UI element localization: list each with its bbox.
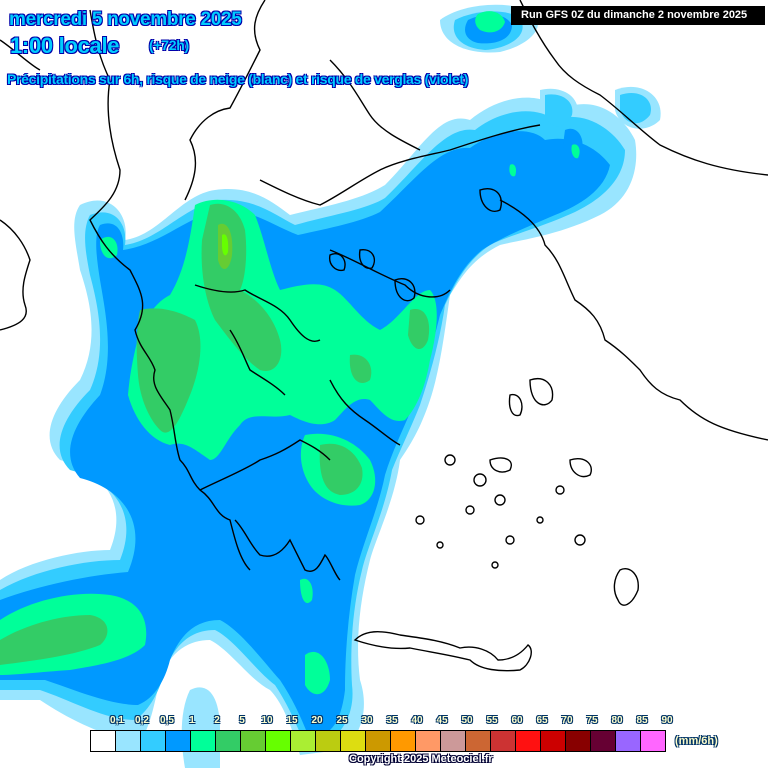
legend-label: 90 bbox=[661, 715, 673, 726]
forecast-time: 1:00 locale bbox=[10, 33, 120, 58]
forecast-lead-time: (+72h) bbox=[149, 37, 189, 53]
precip-layer-10 bbox=[222, 234, 229, 256]
legend-swatch bbox=[291, 731, 316, 751]
legend-unit: (mm/6h) bbox=[675, 735, 718, 747]
legend-label: 20 bbox=[311, 715, 323, 726]
legend-swatch bbox=[166, 731, 191, 751]
legend-label: 5 bbox=[239, 715, 245, 726]
legend-label: 60 bbox=[511, 715, 523, 726]
legend-swatch bbox=[366, 731, 391, 751]
legend-label: 1 bbox=[189, 715, 195, 726]
legend-swatch bbox=[591, 731, 616, 751]
legend-label: 0,5 bbox=[160, 715, 174, 726]
legend-swatch bbox=[566, 731, 591, 751]
legend-swatch bbox=[241, 731, 266, 751]
legend-label: 10 bbox=[261, 715, 273, 726]
legend-label: 2 bbox=[214, 715, 220, 726]
legend-swatch bbox=[616, 731, 641, 751]
legend-swatch bbox=[441, 731, 466, 751]
legend-label: 85 bbox=[636, 715, 648, 726]
legend-swatch bbox=[266, 731, 291, 751]
legend-label: 65 bbox=[536, 715, 548, 726]
legend-label: 80 bbox=[611, 715, 623, 726]
map-subtitle: Précipitations sur 6h, risque de neige (… bbox=[7, 71, 469, 87]
legend-swatch bbox=[516, 731, 541, 751]
legend-label: 0,1 bbox=[110, 715, 124, 726]
legend-label: 50 bbox=[461, 715, 473, 726]
legend-label: 25 bbox=[336, 715, 348, 726]
legend-swatch bbox=[316, 731, 341, 751]
legend-label: 75 bbox=[586, 715, 598, 726]
legend-swatch bbox=[541, 731, 566, 751]
legend-label: 35 bbox=[386, 715, 398, 726]
legend-label: 30 bbox=[361, 715, 373, 726]
legend-swatch bbox=[466, 731, 491, 751]
legend-colorbar bbox=[90, 730, 666, 752]
forecast-date: mercredi 5 novembre 2025 bbox=[9, 9, 242, 30]
legend-label: 45 bbox=[436, 715, 448, 726]
legend-swatch bbox=[641, 731, 666, 751]
legend-swatch bbox=[416, 731, 441, 751]
coastlines-borders bbox=[0, 0, 768, 672]
legend-label: 55 bbox=[486, 715, 498, 726]
legend-swatch bbox=[191, 731, 216, 751]
legend-swatch bbox=[116, 731, 141, 751]
model-run-label: Run GFS 0Z du dimanche 2 novembre 2025 bbox=[511, 6, 765, 25]
legend-labels: 0,1 0,2 0,5 1 2 5 10 15 20 25 30 35 40 45 50 55 60 65 70 75… bbox=[90, 715, 690, 729]
legend-label: 15 bbox=[286, 715, 298, 726]
legend-label: 40 bbox=[411, 715, 423, 726]
legend-label: 70 bbox=[561, 715, 573, 726]
legend-swatch bbox=[141, 731, 166, 751]
legend-swatch bbox=[341, 731, 366, 751]
legend-label: 0,2 bbox=[135, 715, 149, 726]
copyright: Copyright 2025 Meteociel.fr bbox=[349, 753, 493, 765]
legend-swatch bbox=[391, 731, 416, 751]
legend-swatch bbox=[491, 731, 516, 751]
legend-swatch bbox=[216, 731, 241, 751]
legend-swatch bbox=[91, 731, 116, 751]
